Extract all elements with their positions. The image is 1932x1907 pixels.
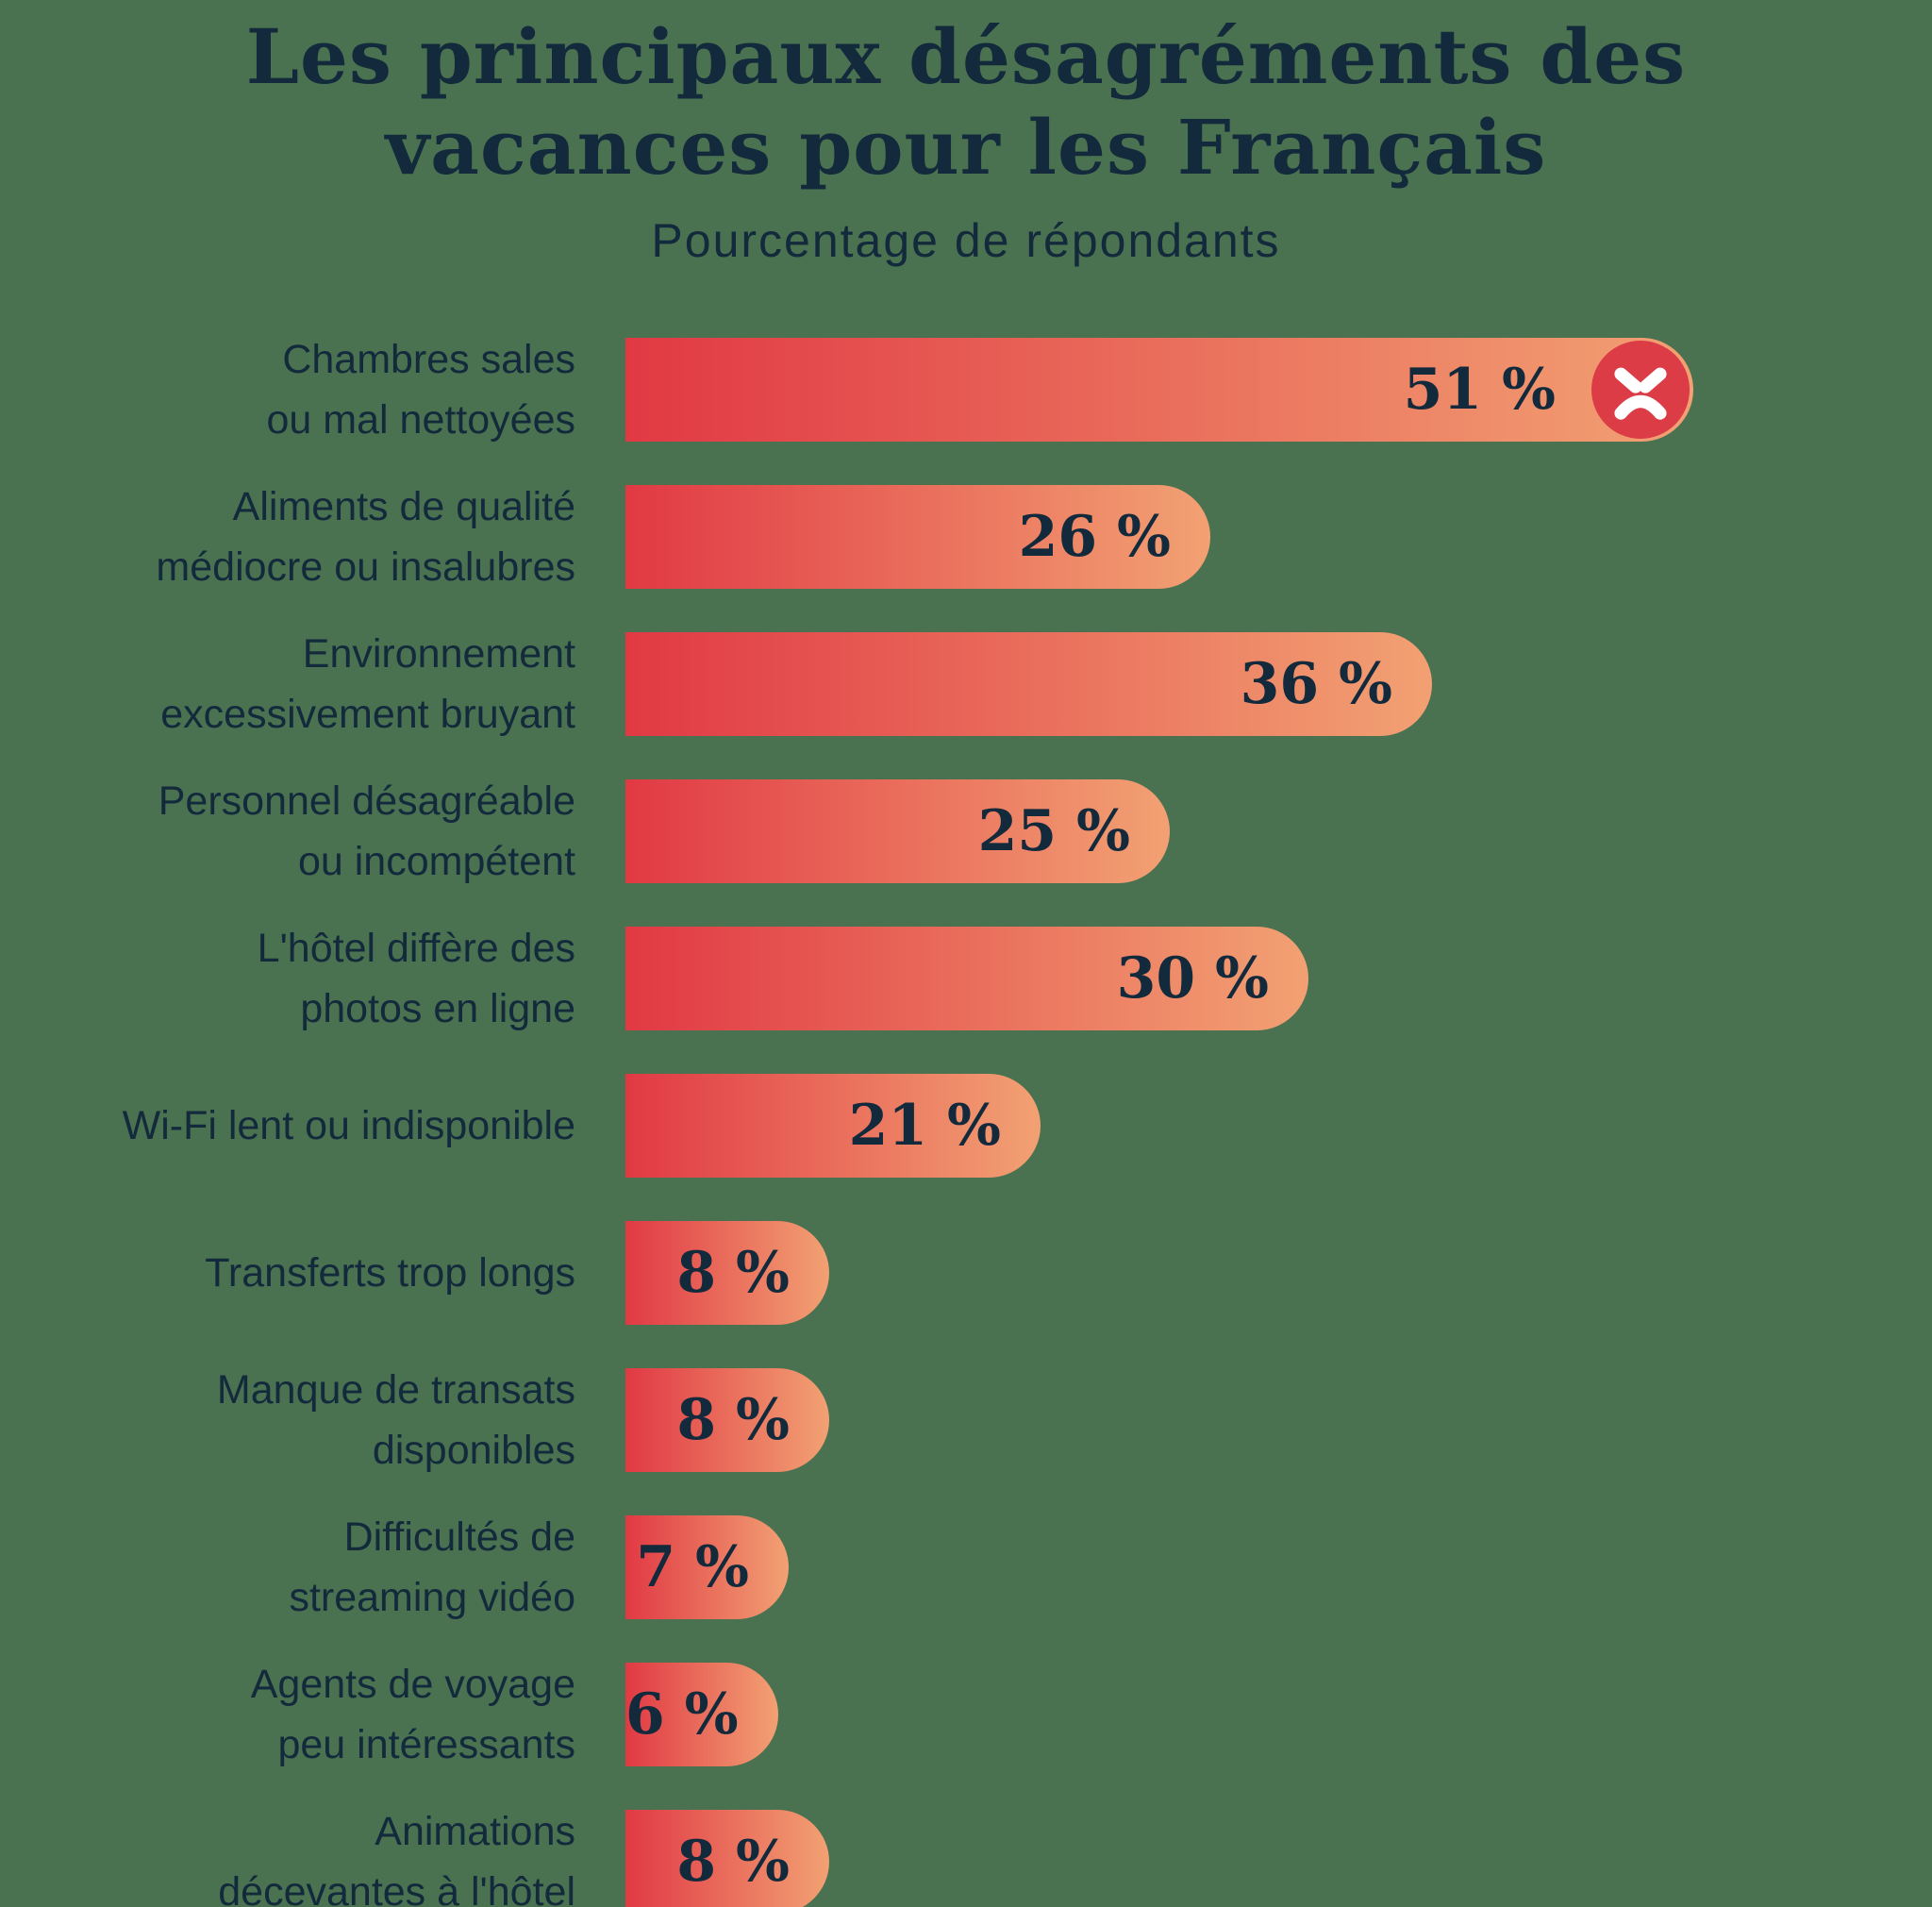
bar: 6 % <box>625 1663 778 1766</box>
value-label: 8 % <box>676 1240 790 1306</box>
bar-track: 21 % <box>625 1074 1932 1178</box>
bar: 8 % <box>625 1810 829 1907</box>
bar-chart: Chambres sales ou mal nettoyées 51 % Alim… <box>0 337 1932 1907</box>
category-label-line: peu intéressants <box>277 1722 575 1767</box>
chart-title: Les principaux désagréments des vacances… <box>0 0 1932 192</box>
bar-row: Environnement excessivement bruyant 36 % <box>0 631 1932 737</box>
category-label: Environnement excessivement bruyant <box>0 624 575 744</box>
category-label-line: Wi-Fi lent ou indisponible <box>122 1103 575 1148</box>
category-label-line: médiocre ou insalubres <box>156 544 575 590</box>
category-label: Chambres sales ou mal nettoyées <box>0 329 575 450</box>
bar-row: Agents de voyage peu intéressants 6 % <box>0 1662 1932 1767</box>
bar: 8 % <box>625 1221 829 1325</box>
category-label: Difficultés de streaming vidéo <box>0 1507 575 1628</box>
category-label-line: Agents de voyage <box>250 1662 575 1707</box>
category-label-line: Transferts trop longs <box>205 1250 575 1296</box>
category-label: Personnel désagréable ou incompétent <box>0 771 575 892</box>
category-label-line: Aliments de qualité <box>232 484 575 529</box>
category-label: Aliments de qualité médiocre ou insalubre… <box>0 477 575 597</box>
category-label-line: Animations <box>375 1809 575 1854</box>
category-label: Manque de transats disponibles <box>0 1360 575 1480</box>
bar-track: 7 % <box>625 1515 1932 1619</box>
bar: 25 % <box>625 779 1170 883</box>
chart-title-line-1: Les principaux désagréments des <box>245 12 1687 101</box>
bar-row: Personnel désagréable ou incompétent 25 % <box>0 778 1932 884</box>
category-label-line: décevantes à l'hôtel <box>218 1869 575 1907</box>
bar-track: 8 % <box>625 1810 1932 1907</box>
bar: 30 % <box>625 927 1308 1030</box>
category-label: Animations décevantes à l'hôtel <box>0 1801 575 1907</box>
value-label: 21 % <box>848 1093 1001 1159</box>
value-label: 8 % <box>676 1829 790 1895</box>
bar: 21 % <box>625 1074 1041 1178</box>
bar-track: 8 % <box>625 1368 1932 1472</box>
value-label: 26 % <box>1018 504 1171 570</box>
bar-row: Wi-Fi lent ou indisponible 21 % <box>0 1074 1932 1178</box>
angry-face-icon <box>1591 341 1690 439</box>
category-label-line: Manque de transats <box>216 1367 575 1413</box>
category-label-line: Chambres sales <box>282 337 575 382</box>
value-label: 36 % <box>1240 651 1392 717</box>
bar: 7 % <box>625 1515 789 1619</box>
chart-subtitle: Pourcentage de répondants <box>651 214 1281 267</box>
category-label-line: excessivement bruyant <box>160 692 575 737</box>
category-label-line: ou mal nettoyées <box>266 397 575 443</box>
category-label-line: Environnement <box>302 631 575 677</box>
bar-track: 36 % <box>625 632 1932 736</box>
category-label-line: disponibles <box>372 1428 575 1473</box>
bar-track: 25 % <box>625 779 1932 883</box>
category-label-line: streaming vidéo <box>289 1575 575 1620</box>
bar-row: Manque de transats disponibles 8 % <box>0 1367 1932 1473</box>
value-label: 25 % <box>977 798 1130 864</box>
category-label: Wi-Fi lent ou indisponible <box>0 1096 575 1156</box>
category-label: Agents de voyage peu intéressants <box>0 1654 575 1775</box>
value-label: 51 % <box>1403 357 1556 423</box>
bar: 36 % <box>625 632 1432 736</box>
bar-row: Animations décevantes à l'hôtel 8 % <box>0 1809 1932 1907</box>
bar: 51 % <box>625 338 1693 442</box>
category-label-line: photos en ligne <box>300 986 575 1031</box>
category-label-line: Personnel désagréable <box>158 778 575 824</box>
value-label: 7 % <box>636 1534 749 1600</box>
category-label-line: ou incompétent <box>297 839 575 884</box>
bar-row: Difficultés de streaming vidéo 7 % <box>0 1514 1932 1620</box>
value-label: 30 % <box>1116 945 1269 1012</box>
bar-row: L'hôtel diffère des photos en ligne 30 % <box>0 926 1932 1031</box>
chart-title-line-2: vacances pour les Français <box>385 103 1547 192</box>
category-label-line: Difficultés de <box>343 1514 575 1560</box>
bar-track: 8 % <box>625 1221 1932 1325</box>
bar-row: Chambres sales ou mal nettoyées 51 % <box>0 337 1932 443</box>
category-label: Transferts trop longs <box>0 1243 575 1303</box>
bar-track: 51 % <box>625 338 1932 442</box>
bar-row: Transferts trop longs 8 % <box>0 1221 1932 1325</box>
bar: 26 % <box>625 485 1210 589</box>
value-label: 6 % <box>625 1681 739 1748</box>
bar-track: 6 % <box>625 1663 1932 1766</box>
category-label-line: L'hôtel diffère des <box>257 926 575 971</box>
bar-row: Aliments de qualité médiocre ou insalubre… <box>0 484 1932 590</box>
bar: 8 % <box>625 1368 829 1472</box>
category-label: L'hôtel diffère des photos en ligne <box>0 918 575 1039</box>
bar-track: 26 % <box>625 485 1932 589</box>
bar-track: 30 % <box>625 927 1932 1030</box>
value-label: 8 % <box>676 1387 790 1453</box>
